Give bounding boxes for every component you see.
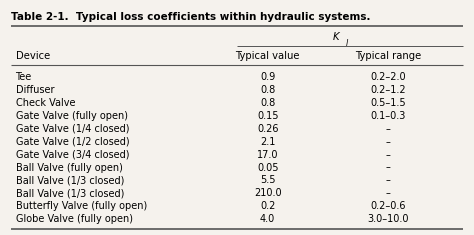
Text: Globe Valve (fully open): Globe Valve (fully open) bbox=[16, 214, 133, 224]
Text: Diffuser: Diffuser bbox=[16, 85, 54, 95]
Text: –: – bbox=[385, 188, 390, 198]
Text: Device: Device bbox=[16, 51, 50, 61]
Text: 4.0: 4.0 bbox=[260, 214, 275, 224]
Text: Gate Valve (1/2 closed): Gate Valve (1/2 closed) bbox=[16, 137, 129, 147]
Text: Ball Valve (1/3 closed): Ball Valve (1/3 closed) bbox=[16, 176, 124, 185]
Text: Ball Valve (1/3 closed): Ball Valve (1/3 closed) bbox=[16, 188, 124, 198]
Text: 0.8: 0.8 bbox=[260, 85, 275, 95]
Text: 0.9: 0.9 bbox=[260, 72, 275, 82]
Text: 2.1: 2.1 bbox=[260, 137, 275, 147]
Text: Gate Valve (3/4 closed): Gate Valve (3/4 closed) bbox=[16, 150, 129, 160]
Text: –: – bbox=[385, 163, 390, 172]
Text: Check Valve: Check Valve bbox=[16, 98, 75, 108]
Text: 5.5: 5.5 bbox=[260, 176, 275, 185]
Text: Tee: Tee bbox=[16, 72, 32, 82]
Text: Gate Valve (1/4 closed): Gate Valve (1/4 closed) bbox=[16, 124, 129, 134]
Text: l: l bbox=[346, 39, 347, 48]
Text: 3.0–10.0: 3.0–10.0 bbox=[367, 214, 409, 224]
Text: 0.1–0.3: 0.1–0.3 bbox=[370, 111, 405, 121]
Text: K: K bbox=[333, 32, 339, 42]
Text: 0.8: 0.8 bbox=[260, 98, 275, 108]
Text: –: – bbox=[385, 124, 390, 134]
Text: 0.15: 0.15 bbox=[257, 111, 278, 121]
Text: 0.2–2.0: 0.2–2.0 bbox=[370, 72, 406, 82]
Text: 0.26: 0.26 bbox=[257, 124, 278, 134]
Text: –: – bbox=[385, 176, 390, 185]
Text: 210.0: 210.0 bbox=[254, 188, 282, 198]
Text: 0.2: 0.2 bbox=[260, 201, 275, 211]
Text: 0.2–1.2: 0.2–1.2 bbox=[370, 85, 406, 95]
Text: Table 2-1.  Typical loss coefficients within hydraulic systems.: Table 2-1. Typical loss coefficients wit… bbox=[11, 12, 370, 22]
Text: Butterfly Valve (fully open): Butterfly Valve (fully open) bbox=[16, 201, 147, 211]
Text: –: – bbox=[385, 137, 390, 147]
Text: 0.05: 0.05 bbox=[257, 163, 278, 172]
Text: Typical value: Typical value bbox=[236, 51, 300, 61]
Text: 17.0: 17.0 bbox=[257, 150, 278, 160]
Text: 0.5–1.5: 0.5–1.5 bbox=[370, 98, 406, 108]
Text: Typical range: Typical range bbox=[355, 51, 421, 61]
Text: Ball Valve (fully open): Ball Valve (fully open) bbox=[16, 163, 122, 172]
Text: 0.2–0.6: 0.2–0.6 bbox=[370, 201, 406, 211]
Text: –: – bbox=[385, 150, 390, 160]
Text: Gate Valve (fully open): Gate Valve (fully open) bbox=[16, 111, 128, 121]
